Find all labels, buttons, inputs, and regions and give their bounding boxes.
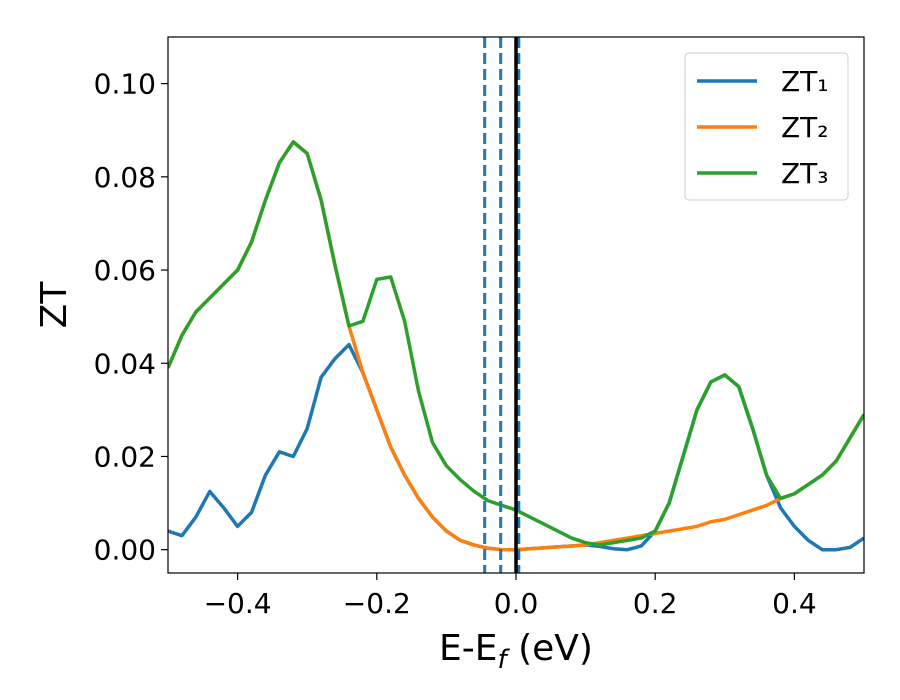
legend-label: ZT₂	[781, 111, 829, 144]
plot	[168, 37, 864, 573]
x-tick-label: −0.4	[204, 587, 272, 620]
x-tick-label: 0.2	[633, 587, 678, 620]
x-tick-label: 0.4	[772, 587, 817, 620]
x-tick-label: −0.2	[343, 587, 411, 620]
y-tick-label: 0.06	[94, 254, 156, 287]
y-tick-label: 0.02	[94, 440, 156, 473]
legend-box	[684, 52, 849, 201]
y-tick-label: 0.10	[94, 68, 156, 101]
y-tick-label: 0.04	[94, 347, 156, 380]
y-tick-label: 0.00	[94, 534, 156, 567]
x-axis-label: E-Ef (eV)	[439, 628, 593, 675]
y-tick-label: 0.08	[94, 161, 156, 194]
legend-label: ZT₁	[781, 65, 829, 98]
x-label-text: E-E	[439, 628, 497, 669]
x-label-suffix: (eV)	[507, 628, 593, 669]
y-axis-label: ZT	[34, 281, 75, 329]
plot-frame	[167, 36, 865, 574]
x-tick-label: 0.0	[494, 587, 539, 620]
legend-label: ZT₃	[781, 157, 829, 190]
